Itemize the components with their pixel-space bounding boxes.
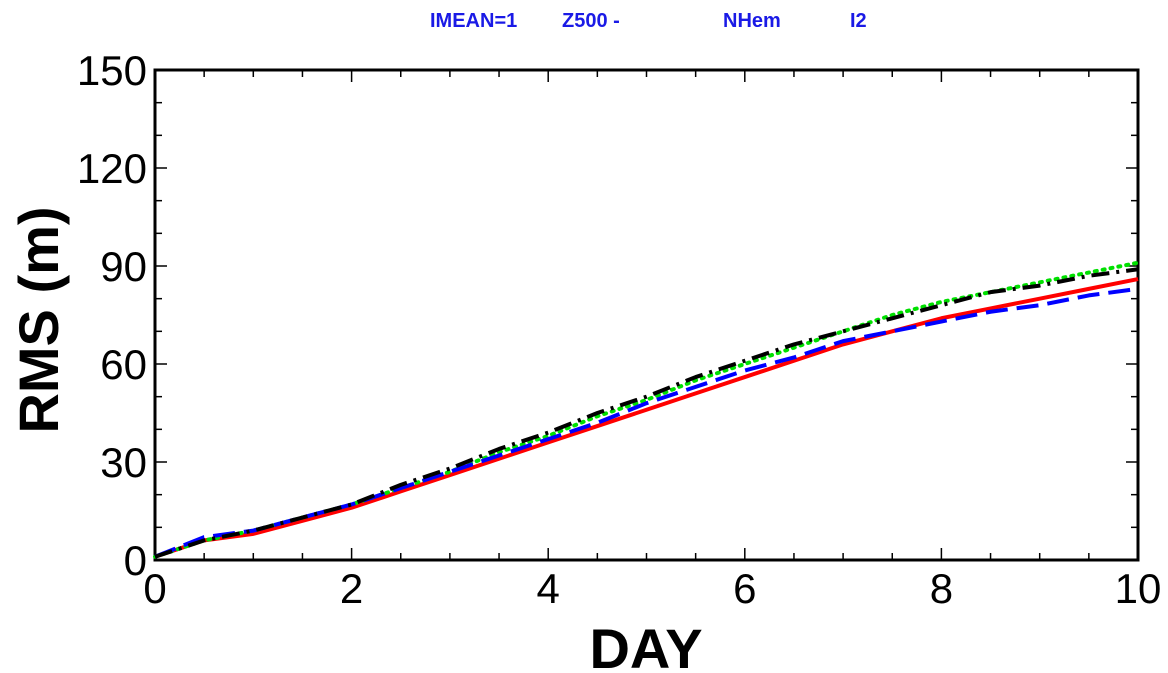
x-tick-label: 0 [143, 565, 166, 612]
x-tick-label: 6 [733, 565, 756, 612]
plot-area: 0 2 4 6 8 10 0 30 60 90 120 150 [77, 47, 1161, 612]
chart-title-part-2: Z500 - [562, 10, 620, 32]
x-axis-label: DAY [589, 617, 702, 673]
y-tick-label: 120 [77, 145, 147, 192]
x-tick-label: 10 [1115, 565, 1162, 612]
y-tick-label: 60 [100, 341, 147, 388]
y-tick-label: 150 [77, 47, 147, 94]
y-tick-label: 30 [100, 439, 147, 486]
y-tick-label: 90 [100, 243, 147, 290]
chart-title-part-3: NHem [723, 10, 781, 32]
x-tick-label: 8 [930, 565, 953, 612]
x-tick-label: 4 [537, 565, 560, 612]
x-tick-label: 2 [340, 565, 363, 612]
series-line-4 [154, 267, 1139, 559]
plot-frame [153, 68, 1140, 562]
y-axis-label: RMS (m) [7, 206, 70, 433]
series-line-3 [154, 286, 1139, 559]
chart-title-part-1: IMEAN=1 [430, 10, 517, 32]
y-tick-label: 0 [124, 537, 147, 584]
series-line-1 [154, 277, 1139, 559]
chart-title-part-4: I2 [850, 10, 867, 32]
